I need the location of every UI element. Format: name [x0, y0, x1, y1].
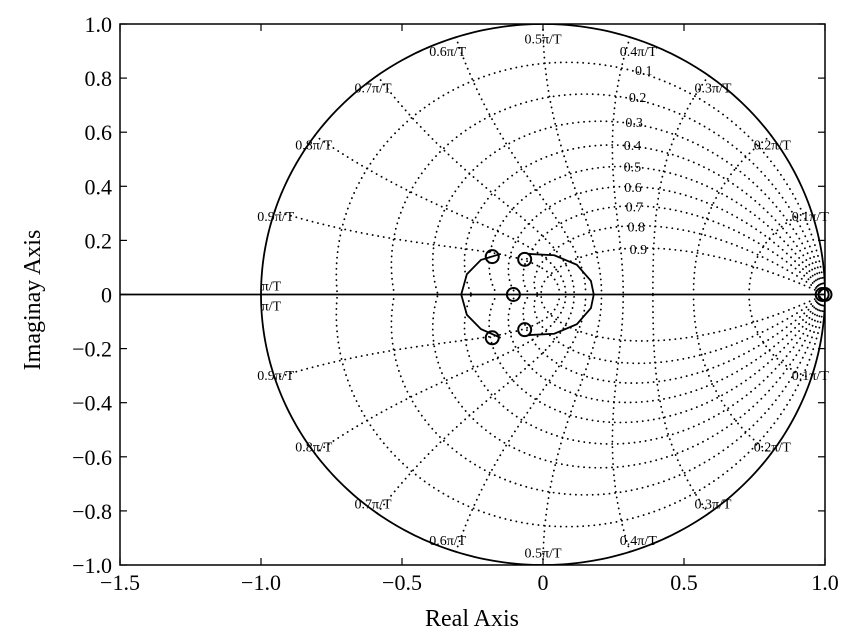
frequency-contour-lower [273, 293, 561, 379]
y-tick-label: −0.4 [72, 391, 112, 416]
inner-curve-right [528, 253, 595, 336]
damping-label: 0.6 [624, 181, 642, 196]
x-tick-label: 0.5 [670, 570, 698, 595]
damping-contour-lower [335, 293, 825, 528]
zero-marker [484, 249, 500, 265]
y-tick-label: 0.2 [85, 228, 113, 253]
zero-marker [505, 287, 521, 302]
frequency-label-lower: 0.7π/T [355, 497, 392, 512]
damping-contour-lower [463, 293, 825, 445]
damping-contour-upper [463, 144, 825, 296]
damping-contour-lower [488, 293, 825, 424]
damping-contour-lower [390, 293, 825, 496]
frequency-contour-upper [454, 36, 587, 296]
zero-markers [484, 249, 833, 346]
frequency-label-lower: 0.8π/T [295, 441, 332, 456]
damping-label: 0.1 [635, 64, 653, 79]
y-tick-label: −0.2 [72, 337, 112, 362]
damping-label: 0.2 [629, 91, 647, 106]
damping-contour-upper [335, 61, 825, 296]
frequency-label-upper: 0.6π/T [429, 45, 466, 60]
zero-marker [517, 322, 533, 338]
zgrid-labels: 0.1 0.2 0.3 0.4 0.5 0.6 0.7 0.8 0.9 0.1π/T 0.1π/T 0… [257, 33, 829, 562]
y-tick-label: 0.6 [85, 120, 113, 145]
damping-label: 0.8 [627, 220, 645, 235]
frequency-contour-lower [692, 293, 773, 455]
frequency-label-upper: 0.3π/T [694, 82, 731, 97]
frequency-label-lower: 0.6π/T [429, 534, 466, 549]
frequency-label-lower: 0.3π/T [694, 497, 731, 512]
damping-contour-lower [533, 293, 825, 365]
y-tick-label: 0.4 [85, 174, 113, 199]
damping-label: 0.9 [630, 243, 648, 258]
x-tick-label: −0.5 [382, 570, 422, 595]
frequency-label-upper: 0.7π/T [355, 82, 392, 97]
frequency-label-lower: 0.5π/T [524, 546, 561, 561]
frequency-contour-upper [273, 210, 561, 296]
zgrid-lines [273, 24, 825, 565]
frequency-label-upper: π/T [262, 280, 282, 295]
damping-contour-upper [522, 205, 825, 296]
inner-curve-left [460, 253, 502, 339]
damping-label: 0.7 [626, 200, 644, 215]
x-tick-label: −1.5 [100, 570, 140, 595]
damping-contour-lower [522, 293, 825, 384]
x-tick-label: 1.0 [811, 570, 839, 595]
damping-contour-upper [390, 93, 825, 296]
frequency-contour-upper [651, 74, 710, 296]
frequency-label-lower: 0.2π/T [754, 441, 791, 456]
axis-ticks: −1.5 −1.0 −0.5 0 0.5 1.01.00.80.60.40.20−0.2−… [72, 12, 839, 595]
frequency-label-upper: 0.1π/T [792, 210, 829, 225]
frequency-contour-lower [748, 293, 813, 379]
curves [120, 24, 825, 565]
unit-circle [260, 24, 825, 565]
damping-contour-upper [507, 185, 825, 296]
frequency-contour-lower [313, 293, 567, 455]
damping-contour-lower [540, 293, 825, 342]
y-tick-label: 0 [101, 283, 112, 308]
frequency-contour-upper [313, 134, 567, 296]
frequency-contour-lower [651, 293, 710, 515]
zero-marker [484, 330, 500, 346]
damping-label: 0.4 [624, 139, 642, 154]
y-tick-label: −1.0 [72, 553, 112, 578]
x-tick-label: −1.0 [241, 570, 281, 595]
damping-label: 0.5 [624, 161, 642, 176]
frequency-label-lower: 0.1π/T [792, 369, 829, 384]
frequency-label-upper: 0.9π/T [257, 210, 294, 225]
y-tick-label: −0.6 [72, 445, 112, 470]
y-tick-label: 0.8 [85, 66, 113, 91]
frequency-label-upper: 0.2π/T [754, 138, 791, 153]
y-tick-label: 1.0 [85, 12, 113, 37]
damping-contour-upper [488, 165, 825, 296]
frequency-contour-lower [376, 293, 576, 515]
x-tick-label: 0 [538, 570, 549, 595]
damping-contour-upper [533, 224, 825, 296]
frequency-contour-lower [454, 293, 587, 553]
frequency-label-upper: 0.4π/T [620, 45, 657, 60]
damping-contour-upper [540, 247, 825, 296]
zero-marker [517, 251, 533, 267]
frequency-label-upper: 0.8π/T [295, 138, 332, 153]
frequency-label-lower: π/T [262, 300, 282, 315]
y-axis-title: Imaginay Axis [20, 230, 46, 371]
frequency-label-upper: 0.5π/T [524, 33, 561, 48]
frequency-label-lower: 0.9π/T [257, 369, 294, 384]
y-tick-label: −0.8 [72, 499, 112, 524]
damping-contour-lower [507, 293, 825, 404]
frequency-contour-upper [692, 134, 773, 296]
frequency-label-lower: 0.4π/T [620, 534, 657, 549]
x-axis-title: Real Axis [425, 606, 519, 632]
frequency-contour-upper [376, 74, 576, 296]
damping-label: 0.3 [625, 116, 643, 131]
